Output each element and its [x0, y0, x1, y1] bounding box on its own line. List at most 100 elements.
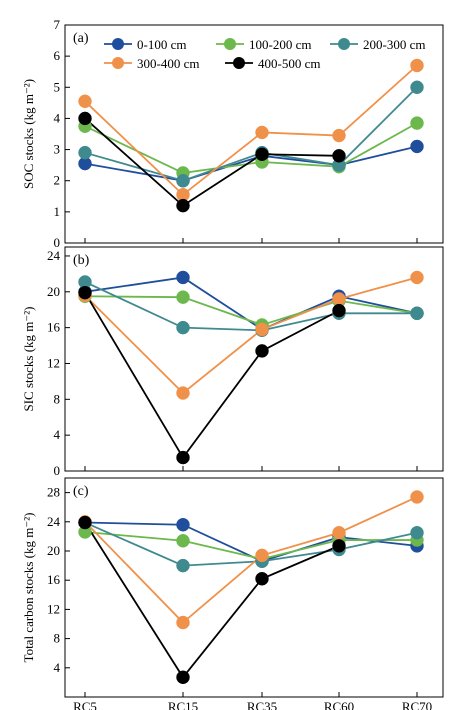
- data-point-200-300cm: [410, 306, 424, 321]
- data-point-400-500cm: [78, 111, 92, 126]
- series-line-0-100cm: [84, 521, 418, 563]
- data-point-0-100cm: [410, 139, 424, 154]
- legend-item: 400-500 cm: [225, 56, 320, 71]
- y-axis-label: SOC stocks (kg m⁻²): [21, 79, 36, 189]
- legend-item: 0-100 cm: [104, 37, 186, 52]
- data-point-400-500cm: [332, 149, 346, 163]
- x-tick-label: RC15: [168, 699, 198, 710]
- y-tick-label: 8: [54, 391, 61, 406]
- panel-1: 0 1 2 3 4 5 6 7 SOC stocks (kg m⁻²) (a) 0-100 cm 10…: [21, 17, 444, 250]
- data-point-400-500cm: [78, 515, 92, 530]
- series-line-100-200cm: [84, 531, 417, 560]
- data-point-300-400cm: [332, 526, 346, 540]
- series-line-300-400cm: [84, 496, 418, 624]
- legend-marker: [112, 38, 124, 50]
- x-tick-label: RC70: [402, 699, 432, 710]
- panel-2: 0 4 8 12 16 20 24 SIC stocks (kg m⁻²) (b): [21, 246, 444, 478]
- y-tick-label: 6: [54, 48, 61, 63]
- data-point-200-300cm: [78, 145, 92, 160]
- y-tick-label: 3: [54, 142, 61, 157]
- y-tick-label: 20: [47, 543, 60, 558]
- data-point-300-400cm: [176, 615, 190, 630]
- legend-label: 300-400 cm: [137, 56, 199, 71]
- data-point-0-100cm: [176, 517, 190, 532]
- y-tick-label: 0: [54, 463, 61, 478]
- y-axis-label: SIC stocks (kg m⁻²): [21, 306, 36, 411]
- data-point-300-400cm: [332, 292, 346, 306]
- data-point-100-200cm: [176, 534, 190, 548]
- legend-marker: [112, 57, 124, 69]
- data-point-300-400cm: [78, 94, 92, 109]
- data-point-300-400cm: [255, 548, 269, 563]
- series-line-300-400cm: [84, 64, 418, 196]
- y-tick-label: 16: [47, 320, 61, 335]
- legend-item: 100-200 cm: [216, 37, 311, 52]
- data-point-300-400cm: [410, 58, 424, 73]
- data-point-100-200cm: [410, 116, 424, 130]
- data-point-400-500cm: [176, 198, 190, 213]
- series-line-200-300cm: [84, 521, 418, 567]
- legend-item: 300-400 cm: [104, 56, 199, 71]
- data-point-400-500cm: [78, 285, 92, 300]
- data-point-200-300cm: [176, 558, 190, 573]
- y-tick-label: 4: [54, 427, 61, 442]
- y-tick-label: 4: [54, 660, 61, 675]
- y-tick-label: 12: [47, 601, 60, 616]
- y-tick-label: 2: [54, 173, 61, 188]
- y-tick-label: 8: [54, 631, 61, 646]
- x-tick-label: RC60: [324, 699, 354, 710]
- legend-label: 200-300 cm: [363, 37, 425, 52]
- y-tick-label: 4: [54, 110, 61, 125]
- data-point-400-500cm: [255, 571, 269, 586]
- y-tick-label: 12: [47, 355, 60, 370]
- legend-label: 0-100 cm: [137, 37, 186, 52]
- x-tick-label: RC5: [73, 699, 97, 710]
- legend-marker: [233, 57, 245, 69]
- data-point-400-500cm: [176, 670, 190, 685]
- legend-label: 100-200 cm: [249, 37, 311, 52]
- data-point-200-300cm: [410, 80, 424, 95]
- x-tick-label: RC35: [247, 699, 277, 710]
- series-line-400-500cm: [84, 522, 340, 679]
- y-tick-label: 20: [47, 284, 60, 299]
- series-line-100-200cm: [84, 295, 418, 326]
- y-tick-label: 7: [54, 17, 61, 32]
- data-point-400-500cm: [332, 303, 346, 318]
- data-point-200-300cm: [176, 173, 190, 188]
- legend-item: 200-300 cm: [330, 37, 425, 52]
- data-point-100-200cm: [176, 290, 190, 304]
- legend-marker: [338, 38, 350, 50]
- data-point-200-300cm: [410, 526, 424, 540]
- data-point-300-400cm: [410, 270, 424, 285]
- y-tick-label: 24: [47, 248, 61, 263]
- data-point-400-500cm: [255, 344, 269, 358]
- data-point-300-400cm: [255, 322, 269, 337]
- data-point-300-400cm: [255, 125, 269, 140]
- legend: 0-100 cm 100-200 cm 200-300 cm 300-400 cm 40…: [104, 37, 425, 71]
- data-point-400-500cm: [255, 147, 269, 161]
- panel-label: (b): [73, 253, 90, 268]
- panel-label: (a): [73, 31, 89, 46]
- y-tick-label: 0: [54, 235, 61, 250]
- data-point-300-400cm: [332, 128, 346, 143]
- legend-marker: [224, 38, 236, 50]
- y-tick-label: 28: [47, 485, 60, 500]
- legend-label: 400-500 cm: [258, 56, 320, 71]
- plot-frame: [64, 24, 444, 244]
- y-tick-label: 16: [47, 572, 61, 587]
- series-line-400-500cm: [84, 292, 340, 460]
- y-tick-label: 5: [54, 79, 61, 94]
- y-tick-label: 24: [47, 514, 61, 529]
- series-line-400-500cm: [84, 117, 340, 207]
- y-tick-label: 1: [54, 204, 61, 219]
- data-point-400-500cm: [176, 450, 190, 465]
- data-point-400-500cm: [332, 539, 346, 553]
- plot-frame: [64, 477, 444, 698]
- data-point-200-300cm: [176, 320, 190, 335]
- plot-frame: [64, 246, 444, 472]
- data-point-300-400cm: [410, 490, 424, 504]
- data-point-0-100cm: [176, 270, 190, 285]
- series-line-200-300cm: [84, 86, 418, 182]
